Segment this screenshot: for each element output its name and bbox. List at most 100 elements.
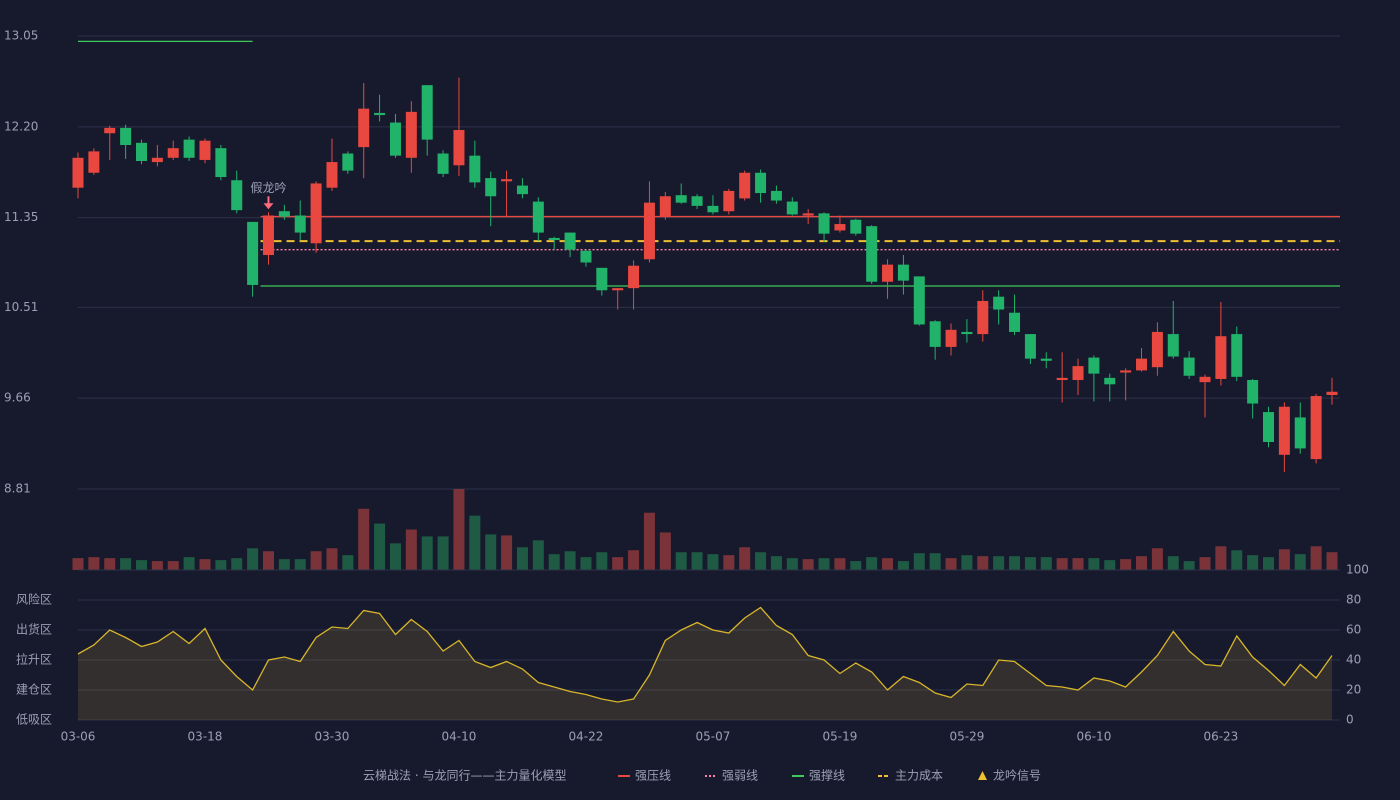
y-tick-label: 100 <box>1346 563 1369 577</box>
volume-bar <box>1040 557 1052 570</box>
volume-bar <box>786 558 798 570</box>
x-tick-label: 05-19 <box>822 730 857 744</box>
candle-body <box>1294 417 1306 449</box>
volume-bar <box>628 550 640 570</box>
candle-body <box>215 148 227 178</box>
signal-label: 假龙吟 <box>250 180 286 195</box>
candle-body <box>596 267 608 291</box>
volume-bar <box>564 551 576 570</box>
candle-body <box>1088 357 1100 374</box>
legend-label: 强压线 <box>635 769 671 783</box>
candle-body <box>1072 366 1084 381</box>
candle-body <box>1215 336 1227 379</box>
candle-body <box>786 201 798 215</box>
y-tick-label: 12.20 <box>4 119 38 133</box>
candle-body <box>1231 334 1243 377</box>
volume-bar <box>1278 549 1290 570</box>
candle-body <box>834 224 846 231</box>
candle-body <box>866 226 878 282</box>
volume-bar <box>897 561 909 570</box>
candle-body <box>755 172 767 194</box>
candle-body <box>945 329 957 347</box>
volume-bar <box>882 558 894 570</box>
candle-body <box>882 264 894 282</box>
candle-body <box>278 211 290 217</box>
candle-body <box>405 111 417 158</box>
volume-bar <box>1120 559 1132 570</box>
candle-body <box>723 190 735 212</box>
x-tick-label: 03-30 <box>315 730 350 744</box>
indicator-line <box>77 606 1333 703</box>
volume-bar <box>1088 558 1100 570</box>
y-tick-label: 60 <box>1346 623 1361 637</box>
volume-bar <box>1263 557 1275 570</box>
x-tick-label: 04-22 <box>569 730 604 744</box>
y-tick-label: 20 <box>1346 683 1361 697</box>
legend-label: 强撑线 <box>809 768 845 783</box>
candle-body <box>516 185 528 195</box>
candle-body <box>453 130 465 166</box>
candle-body <box>326 162 338 188</box>
volume-bar <box>596 552 608 570</box>
candle-body <box>1151 331 1163 368</box>
candle-body <box>1183 357 1195 376</box>
candle-body <box>469 155 481 183</box>
volume-bar <box>929 553 941 570</box>
volume-bar <box>723 555 735 570</box>
volume-bar <box>231 558 243 570</box>
candle-body <box>183 139 195 158</box>
indicator-area <box>78 607 1332 720</box>
legend-swatch <box>978 771 987 780</box>
volume-bar <box>1231 550 1243 570</box>
legend-label: 主力成本 <box>895 769 943 783</box>
volume-bar <box>516 547 528 570</box>
volume-bar <box>104 558 116 570</box>
candle-body <box>167 148 179 158</box>
volume-bar <box>389 543 401 570</box>
volume-bar <box>72 558 84 570</box>
volume-bar <box>167 561 179 570</box>
x-tick-label: 06-10 <box>1076 730 1111 744</box>
candle-body <box>612 288 624 291</box>
candle-body <box>485 178 497 197</box>
volume-bar <box>1215 546 1227 570</box>
candle-body <box>1056 377 1068 381</box>
volume-bar <box>945 558 957 570</box>
candle-body <box>532 201 544 233</box>
x-tick-label: 05-29 <box>949 730 984 744</box>
candle-body <box>897 264 909 281</box>
volume-bar <box>485 534 497 570</box>
candle-body <box>374 112 386 116</box>
volume-bar <box>1183 561 1195 570</box>
volume-bar <box>675 552 687 570</box>
volume-bar <box>802 559 814 570</box>
signal-arrow-head <box>263 203 274 210</box>
candle-body <box>72 157 84 188</box>
y-tick-label: 13.05 <box>4 29 38 43</box>
candle-body <box>548 237 560 241</box>
candle-body <box>564 232 576 250</box>
candle-body <box>389 122 401 156</box>
y-tick-label: 8.81 <box>4 482 31 496</box>
legend-label: 龙吟信号 <box>993 768 1041 783</box>
candle-body <box>1326 391 1338 395</box>
zone-label: 出货区 <box>16 622 52 637</box>
volume-bar <box>866 557 878 570</box>
candle-body <box>1009 312 1021 332</box>
candle-body <box>104 127 116 134</box>
volume-bar <box>770 556 782 570</box>
candle-body <box>993 296 1005 310</box>
volume-bar <box>374 523 386 570</box>
zone-label: 拉升区 <box>16 652 52 667</box>
candle-body <box>818 213 830 234</box>
candle-body <box>1104 377 1116 385</box>
candle-body <box>628 265 640 289</box>
zone-label: 建仓区 <box>16 683 52 697</box>
y-tick-label: 9.66 <box>4 391 31 405</box>
candle-body <box>358 108 370 148</box>
x-tick-label: 05-07 <box>695 730 730 744</box>
volume-bar <box>183 557 195 570</box>
x-tick-label: 04-10 <box>442 730 477 744</box>
volume-bar <box>1247 555 1259 570</box>
candle-body <box>913 276 925 325</box>
